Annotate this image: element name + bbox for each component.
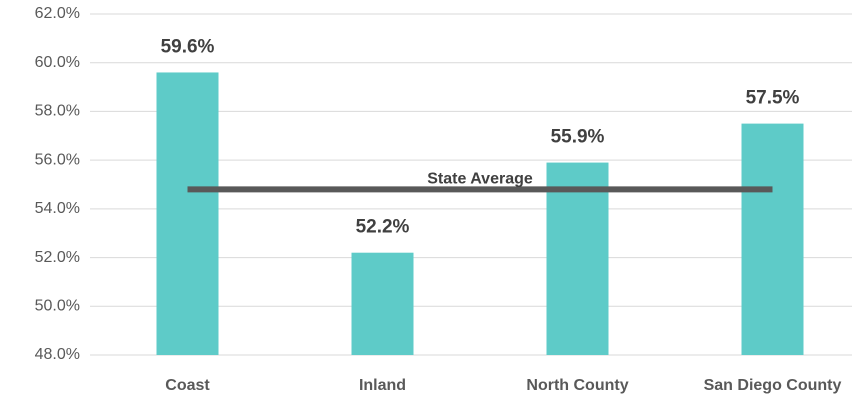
x-tick-label: San Diego County xyxy=(704,377,842,394)
bar xyxy=(156,72,219,355)
y-tick-label: 50.0% xyxy=(35,298,80,315)
y-tick-label: 56.0% xyxy=(35,151,80,168)
value-label: 55.9% xyxy=(551,127,605,148)
bar xyxy=(546,162,609,355)
y-tick-label: 58.0% xyxy=(35,103,80,120)
value-label: 57.5% xyxy=(746,88,800,109)
y-tick-label: 48.0% xyxy=(35,346,80,363)
bar xyxy=(741,123,804,355)
x-tick-label: Coast xyxy=(165,377,210,394)
value-label: 52.2% xyxy=(356,217,410,238)
y-tick-label: 62.0% xyxy=(35,5,80,22)
x-tick-label: Inland xyxy=(359,377,406,394)
reference-label: State Average xyxy=(427,171,533,188)
value-label: 59.6% xyxy=(161,36,215,57)
x-tick-label: North County xyxy=(526,377,628,394)
bar xyxy=(351,252,414,355)
y-tick-label: 54.0% xyxy=(35,200,80,217)
y-tick-label: 60.0% xyxy=(35,54,80,71)
y-tick-label: 52.0% xyxy=(35,249,80,266)
